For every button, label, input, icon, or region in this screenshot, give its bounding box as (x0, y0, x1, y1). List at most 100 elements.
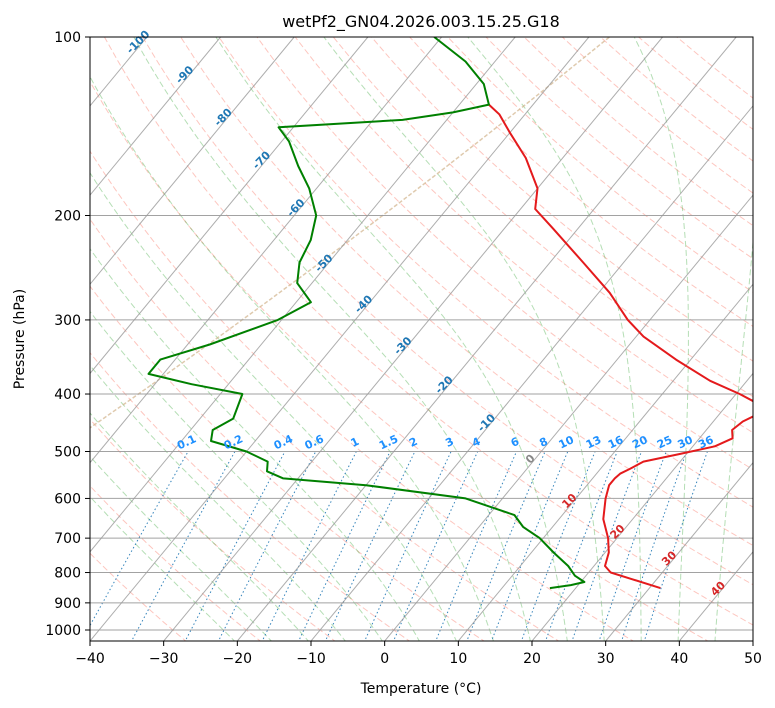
skew-isotherm (90, 37, 516, 553)
dry-adiabat-label: 40 (708, 578, 728, 598)
y-tick-label: 500 (54, 444, 81, 460)
mixing-ratio-label: 2 (407, 435, 419, 450)
isotherm-label: -10 (475, 411, 498, 434)
mixing-ratio-line (520, 451, 596, 641)
moist-adiabat (90, 412, 310, 641)
plot-frame (89, 36, 754, 642)
skew-isotherm (531, 372, 753, 641)
y-tick-label: 700 (54, 531, 81, 547)
skew-isotherm (90, 37, 590, 641)
moist-adiabat (90, 247, 420, 641)
grid-layer (0, 37, 753, 643)
moist-adiabat (323, 37, 605, 641)
x-axis-label: Temperature (°C) (360, 681, 482, 697)
series-layer (147, 37, 753, 590)
mixing-ratio-label: 30 (676, 433, 696, 451)
mixing-ratio-line (261, 451, 357, 641)
dry-adiabat (90, 485, 262, 641)
isotherm-label: -70 (250, 148, 273, 171)
temperature-line (488, 103, 753, 590)
dry-adiabat (103, 37, 753, 626)
y-axis: 100 200 300 400 500 600 700 800 900 1000 (45, 30, 90, 639)
x-tick-label: −30 (149, 651, 179, 667)
skew-isotherm (310, 105, 753, 641)
skew-isotherm (163, 37, 663, 641)
skew-isotherm (678, 551, 753, 641)
dewpoint-line (147, 37, 586, 590)
y-tick-label: 100 (54, 30, 81, 46)
y-tick-label: 300 (54, 313, 81, 329)
mixing-ratio-label: 6 (509, 435, 522, 450)
mixing-ratio-line (393, 451, 479, 641)
x-tick-label: 30 (597, 651, 615, 667)
mixing-ratio-label: 36 (696, 433, 716, 451)
x-tick-label: 0 (380, 651, 389, 667)
x-axis: −40 −30 −20 −10 0 10 20 30 40 50 (75, 641, 762, 667)
dry-adiabat (371, 37, 753, 362)
dry-adiabat (90, 150, 635, 641)
dry-adiabat (90, 352, 411, 641)
dry-adiabat (485, 37, 753, 260)
moist-adiabat (215, 37, 568, 641)
mixing-ratio-label: 3 (443, 435, 455, 450)
x-tick-label: −40 (75, 651, 105, 667)
x-tick-label: 10 (449, 651, 467, 667)
skew-isotherm (605, 461, 753, 641)
dry-adiabat-label: 10 (559, 491, 579, 511)
x-tick-label: 50 (744, 651, 762, 667)
y-axis-label: Pressure (hPa) (12, 289, 28, 389)
isotherm-label: -80 (212, 106, 235, 129)
dry-adiabat (409, 37, 753, 328)
moist-adiabat (90, 75, 494, 641)
skew-isotherm (90, 37, 369, 375)
isotherm-label: -100 (124, 28, 153, 57)
skew-isotherm (457, 283, 753, 641)
y-tick-label: 200 (54, 209, 81, 225)
isotherm-label: -90 (173, 63, 196, 86)
skew-isotherm (0, 37, 73, 643)
reference-curve (90, 37, 610, 429)
mixing-ratio-label: 1.5 (377, 432, 400, 452)
y-tick-label: 900 (54, 596, 81, 612)
y-tick-label: 1000 (45, 623, 81, 639)
y-tick-label: 600 (54, 491, 81, 507)
x-tick-label: 40 (670, 651, 688, 667)
dry-adiabat (256, 37, 753, 471)
mixing-ratio-label: 25 (655, 433, 674, 451)
mixing-ratio-line (621, 451, 688, 641)
dry-adiabat (90, 418, 336, 641)
isotherm-label: -50 (312, 251, 335, 274)
isotherm-label: -20 (433, 373, 456, 396)
dry-adiabat (90, 218, 560, 641)
mixing-ratio-line (435, 451, 517, 641)
moist-adiabat (90, 455, 273, 641)
dry-adiabat (90, 80, 709, 641)
skew-isotherm (90, 37, 442, 464)
x-tick-label: −10 (296, 651, 326, 667)
mixing-ratio-line (571, 451, 642, 641)
mixing-ratio-label: 1 (349, 435, 361, 450)
dry-adiabat-label: 30 (659, 548, 679, 568)
x-tick-label: −20 (223, 651, 253, 667)
mixing-ratio-label: 13 (584, 433, 603, 451)
mixing-ratio-line (598, 451, 667, 641)
dry-adiabat-label: 0 (523, 452, 538, 467)
moist-adiabat (467, 37, 642, 641)
y-tick-label: 400 (54, 387, 81, 403)
isotherm-label: -40 (352, 292, 375, 315)
mixing-ratio-label: 0.4 (272, 432, 295, 452)
moist-adiabat (90, 171, 457, 641)
mixing-ratio-label: 0.1 (175, 432, 198, 452)
y-tick-label: 800 (54, 566, 81, 582)
dry-adiabat (142, 37, 753, 586)
skew-isotherm (90, 37, 221, 196)
moist-adiabat (133, 37, 531, 641)
moist-adiabat (714, 236, 753, 641)
mixing-ratio-line (90, 451, 189, 627)
mixing-ratio-label: 20 (630, 433, 650, 451)
dry-adiabat (600, 37, 753, 162)
skew-isotherm (90, 37, 295, 286)
dry-adiabat (90, 552, 187, 641)
